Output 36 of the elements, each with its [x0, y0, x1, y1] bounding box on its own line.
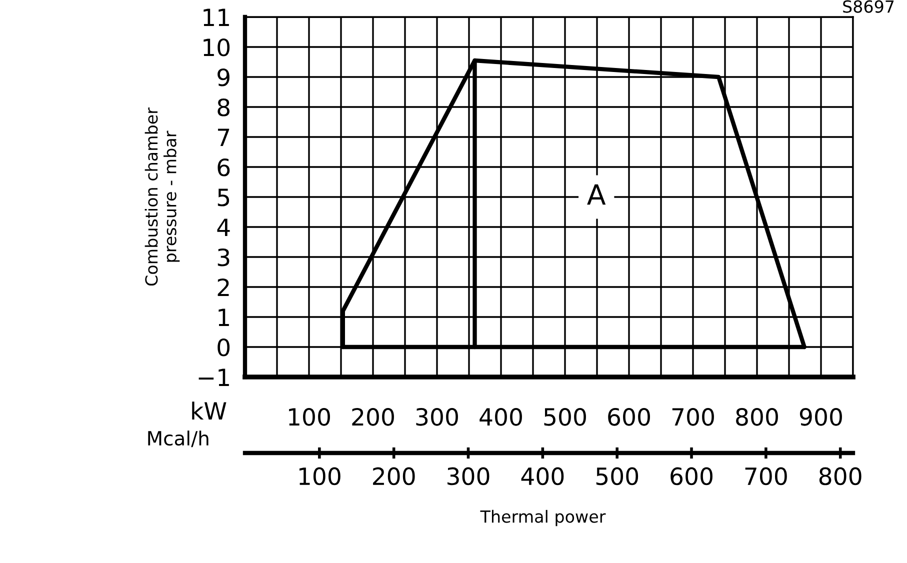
- y-axis-title: Combustion chamber pressure - mbar: [144, 108, 180, 286]
- x-tick-label: 300: [416, 408, 458, 426]
- x-tick-label: 900: [800, 408, 842, 426]
- y-tick-label: 4: [217, 218, 230, 236]
- x-axis-title: kW: [192, 402, 226, 420]
- y-tick-label: 11: [204, 8, 229, 26]
- text: Thermal power: [480, 510, 606, 526]
- x2-tick-label: 200: [373, 467, 415, 486]
- x2-tick-label: 300: [448, 467, 490, 486]
- y-tick-label: 3: [218, 248, 230, 266]
- x2-axis-title: Mcal/h: [148, 430, 208, 448]
- x2-tick-label: 600: [670, 467, 712, 486]
- x2-tick-label: 100: [299, 467, 340, 486]
- x-tick-label: 800: [736, 408, 778, 426]
- y-tick-label: 8: [218, 98, 230, 116]
- annotation: A: [587, 184, 606, 205]
- x-tick-label: 700: [672, 408, 714, 426]
- x2-tick-label: 400: [521, 467, 564, 486]
- y-tick-label: 0: [218, 338, 230, 356]
- x-tick-label: 400: [480, 408, 522, 426]
- text: S8697: [843, 0, 894, 13]
- y-tick-label: 7: [218, 128, 230, 146]
- y-tick-label: 1: [218, 308, 229, 326]
- y-tick-label: 6: [218, 158, 230, 176]
- x-tick-label: 600: [608, 408, 650, 426]
- x-tick-label: 200: [352, 408, 394, 426]
- y-tick-label: 2: [218, 278, 229, 296]
- x-tick-label: 100: [289, 408, 330, 426]
- x2-tick-label: 800: [819, 467, 862, 486]
- y-tick-label: 9: [218, 68, 230, 86]
- y-tick-label: −1: [198, 368, 229, 386]
- x-tick-label: 500: [544, 408, 586, 426]
- x2-tick-label: 500: [596, 467, 638, 486]
- y-tick-label: 10: [204, 38, 230, 56]
- y-tick-label: 5: [218, 188, 230, 206]
- x2-tick-label: 700: [745, 467, 787, 486]
